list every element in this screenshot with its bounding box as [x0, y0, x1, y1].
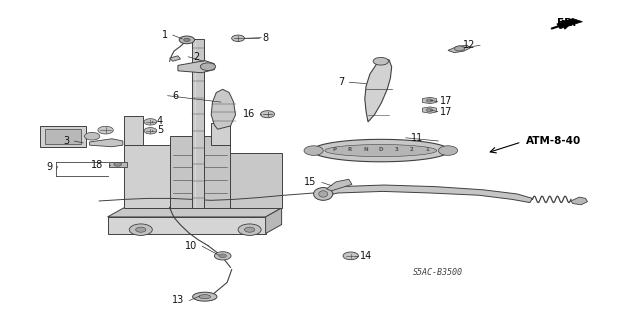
Text: 17: 17	[440, 96, 452, 107]
Bar	[40, 126, 86, 147]
Polygon shape	[230, 153, 282, 208]
Polygon shape	[211, 89, 236, 129]
Polygon shape	[365, 59, 392, 122]
Text: 11: 11	[411, 133, 423, 143]
Polygon shape	[571, 197, 588, 205]
Circle shape	[438, 146, 458, 155]
Polygon shape	[124, 145, 170, 208]
Circle shape	[214, 252, 231, 260]
Polygon shape	[170, 56, 180, 61]
Polygon shape	[170, 136, 230, 208]
Circle shape	[304, 146, 323, 155]
Polygon shape	[326, 179, 352, 191]
Ellipse shape	[199, 295, 211, 299]
Bar	[109, 162, 127, 167]
Text: 2: 2	[193, 52, 200, 62]
Polygon shape	[422, 97, 436, 104]
Circle shape	[144, 119, 157, 125]
Circle shape	[84, 132, 100, 140]
Polygon shape	[108, 208, 282, 217]
Circle shape	[200, 63, 216, 70]
Text: 12: 12	[463, 40, 475, 50]
Text: 2: 2	[410, 147, 413, 152]
Text: 14: 14	[360, 251, 372, 261]
Circle shape	[136, 227, 146, 232]
Text: 3: 3	[63, 136, 69, 146]
Text: ATM-8-40: ATM-8-40	[526, 136, 581, 146]
Text: 3: 3	[394, 147, 398, 152]
Ellipse shape	[319, 191, 328, 197]
FancyArrowPatch shape	[552, 21, 571, 28]
Text: 9: 9	[46, 161, 52, 172]
Circle shape	[238, 224, 261, 235]
Text: N: N	[363, 147, 368, 152]
Circle shape	[184, 38, 190, 41]
Circle shape	[129, 224, 152, 235]
Bar	[192, 39, 204, 208]
Text: 18: 18	[92, 160, 104, 170]
Text: R: R	[348, 147, 352, 152]
Text: 17: 17	[440, 107, 452, 117]
Circle shape	[179, 36, 195, 44]
Circle shape	[343, 252, 358, 260]
Text: 7: 7	[338, 77, 344, 87]
Circle shape	[98, 126, 113, 134]
Text: D: D	[378, 147, 383, 152]
Circle shape	[454, 46, 465, 51]
Polygon shape	[422, 107, 436, 113]
Polygon shape	[448, 45, 470, 53]
Polygon shape	[108, 217, 266, 234]
Text: 5: 5	[157, 125, 163, 135]
Circle shape	[426, 108, 433, 112]
Bar	[124, 116, 143, 145]
Polygon shape	[90, 139, 123, 147]
Text: 1: 1	[161, 30, 168, 40]
Text: 16: 16	[243, 109, 255, 119]
Text: 6: 6	[173, 91, 179, 101]
Circle shape	[144, 128, 157, 134]
Ellipse shape	[314, 188, 333, 200]
Polygon shape	[320, 185, 532, 203]
Text: 15: 15	[305, 177, 317, 188]
Circle shape	[232, 35, 244, 41]
Circle shape	[244, 227, 255, 232]
Text: FR.: FR.	[557, 18, 576, 28]
Polygon shape	[325, 145, 437, 157]
Circle shape	[426, 99, 433, 102]
Polygon shape	[557, 19, 582, 29]
Circle shape	[373, 57, 388, 65]
Text: 8: 8	[262, 33, 269, 43]
Text: 4: 4	[157, 115, 163, 126]
Text: P: P	[333, 147, 337, 152]
Ellipse shape	[193, 292, 217, 301]
Circle shape	[260, 111, 275, 118]
Polygon shape	[266, 208, 282, 234]
Bar	[211, 123, 230, 145]
Polygon shape	[178, 61, 214, 73]
Circle shape	[114, 162, 122, 166]
Circle shape	[219, 254, 227, 258]
Text: S5AC-B3500: S5AC-B3500	[413, 268, 463, 277]
Polygon shape	[312, 139, 450, 162]
Bar	[45, 129, 81, 144]
Text: 13: 13	[172, 295, 184, 306]
Text: 10: 10	[185, 241, 197, 251]
Text: 1: 1	[425, 147, 429, 152]
